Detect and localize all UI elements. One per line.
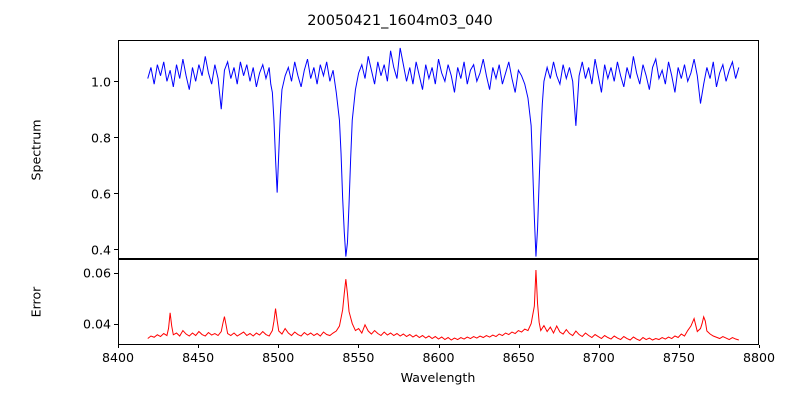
error-ytick-mark-1 — [114, 272, 118, 274]
xtick-mark-8 — [759, 344, 761, 349]
xtick-mark-3 — [358, 344, 360, 349]
xtick-label-7: 8750 — [662, 350, 695, 365]
xtick-label-2: 8500 — [262, 350, 295, 365]
xtick-label-3: 8550 — [342, 350, 375, 365]
xtick-label-4: 8600 — [422, 350, 455, 365]
xtick-mark-4 — [438, 344, 440, 349]
spectrum-data-line — [148, 48, 739, 257]
figure-title: 20050421_1604m03_040 — [307, 13, 493, 29]
spectrum-ytick-mark-0 — [114, 249, 118, 251]
spectrum-line-plot — [119, 41, 758, 258]
xtick-label-0: 8400 — [101, 350, 135, 365]
spectrum-ytick-label-3: 1.0 — [90, 74, 111, 90]
spectrum-ytick-mark-3 — [114, 81, 118, 83]
error-panel — [118, 259, 759, 345]
xtick-label-8: 8800 — [742, 350, 776, 365]
xtick-mark-6 — [598, 344, 600, 349]
xtick-mark-0 — [118, 344, 120, 349]
xtick-mark-2 — [278, 344, 280, 349]
spectrum-axis-title: Spectrum — [28, 119, 44, 181]
xtick-mark-7 — [678, 344, 680, 349]
spectrum-ytick-label-1: 0.6 — [90, 186, 111, 202]
xtick-label-6: 8700 — [582, 350, 615, 365]
spectrum-ytick-mark-1 — [114, 193, 118, 195]
xaxis-title: Wavelength — [400, 370, 476, 385]
spectrum-ytick-label-2: 0.8 — [90, 130, 111, 146]
error-ytick-label-1: 0.06 — [82, 265, 111, 281]
xtick-mark-1 — [198, 344, 200, 349]
xtick-mark-5 — [518, 344, 520, 349]
spectrum-ytick-mark-2 — [114, 137, 118, 139]
error-ytick-label-0: 0.04 — [82, 316, 111, 332]
error-data-line — [148, 270, 739, 341]
error-ytick-mark-0 — [114, 323, 118, 325]
error-axis-title: Error — [28, 286, 44, 318]
xtick-label-5: 8650 — [502, 350, 535, 365]
error-line-plot — [119, 260, 758, 344]
spectrum-ytick-label-0: 0.4 — [90, 242, 111, 258]
xtick-label-1: 8450 — [182, 350, 215, 365]
spectrum-panel — [118, 40, 759, 259]
